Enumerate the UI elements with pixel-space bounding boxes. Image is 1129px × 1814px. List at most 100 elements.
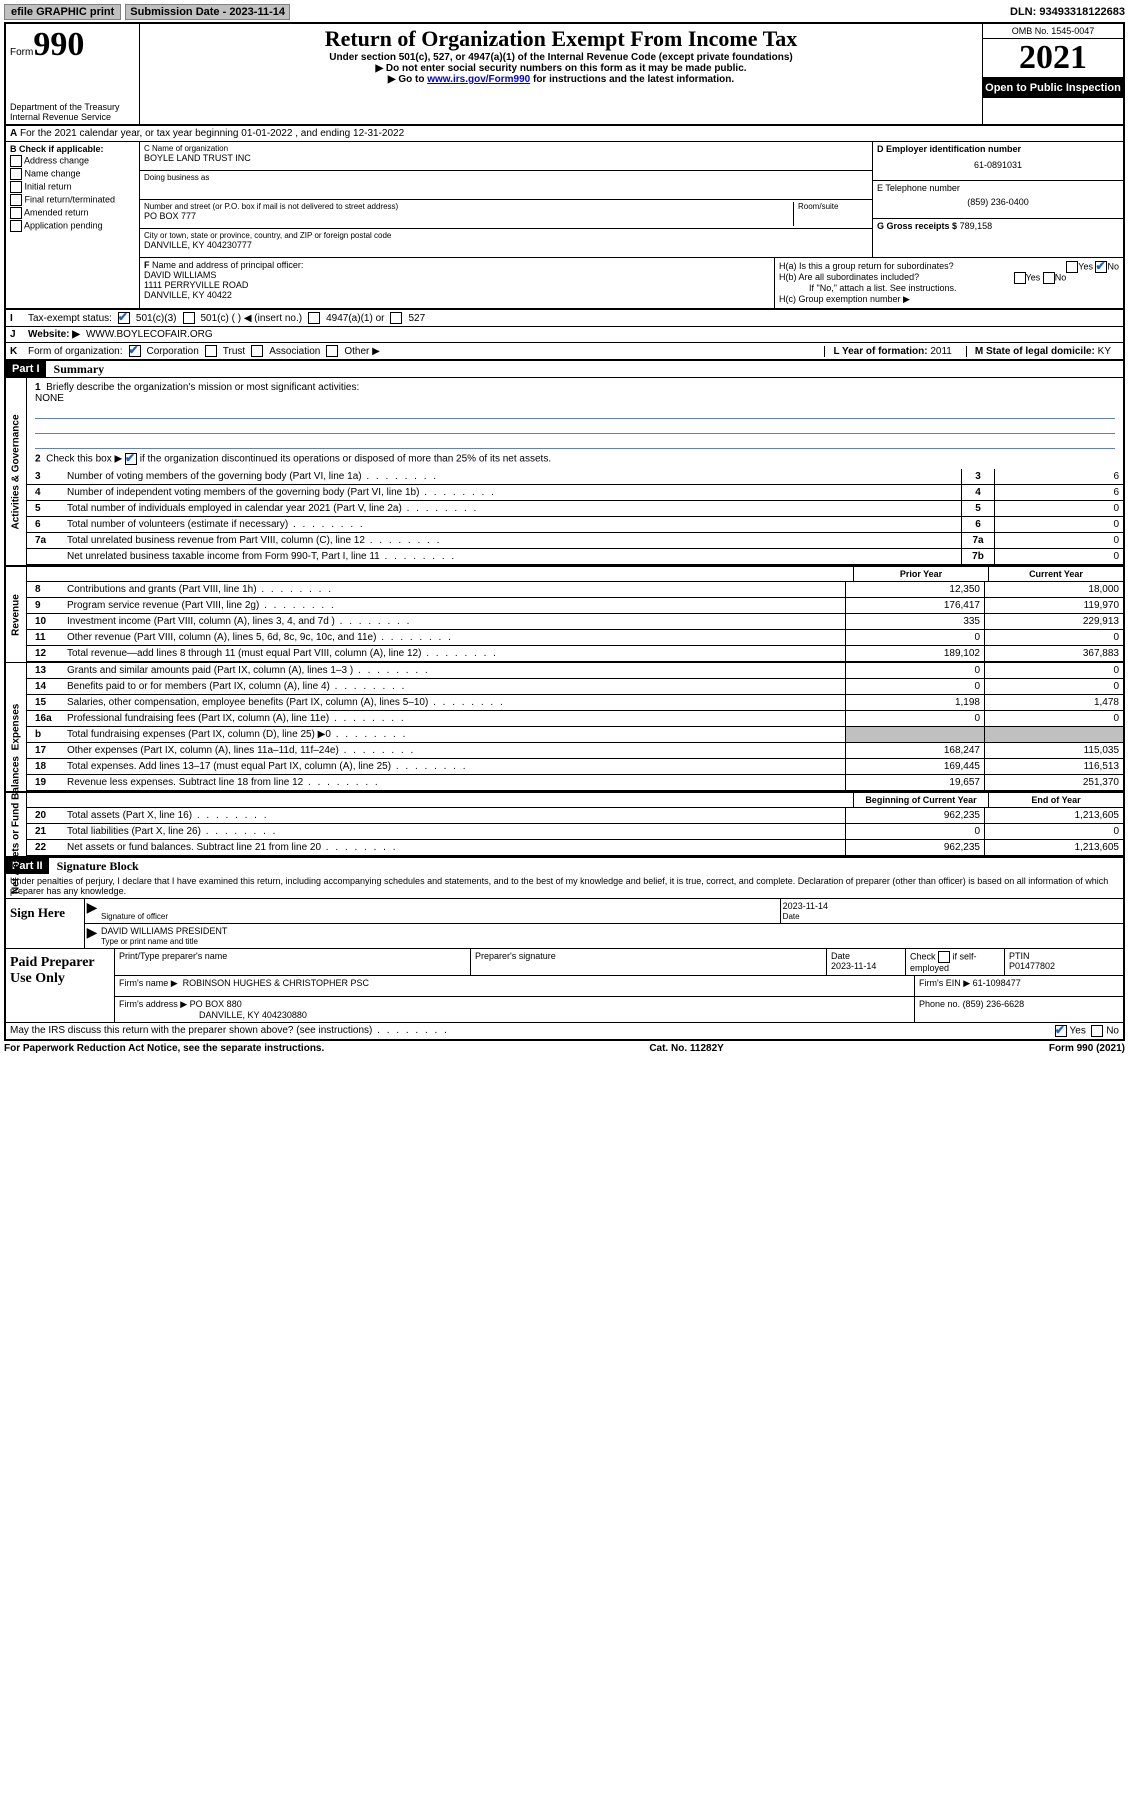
- firm-name: Firm's name ▶ ROBINSON HUGHES & CHRISTOP…: [115, 976, 915, 996]
- city-value: DANVILLE, KY 404230777: [144, 240, 868, 250]
- efile-button[interactable]: efile GRAPHIC print: [4, 4, 121, 20]
- gross-value: 789,158: [960, 221, 993, 231]
- row-fh: F Name and address of principal officer:…: [140, 258, 1123, 308]
- l-value: 2011: [930, 346, 952, 357]
- net-assets-section: Net Assets or Fund Balances Beginning of…: [6, 791, 1123, 856]
- addr-cell: Number and street (or P.O. box if mail i…: [140, 200, 872, 229]
- summary-line: 6Total number of volunteers (estimate if…: [27, 517, 1123, 533]
- prep-sig-label: Preparer's signature: [471, 949, 827, 975]
- chk-527[interactable]: [390, 312, 402, 324]
- net-line: 20Total assets (Part X, line 16)962,2351…: [27, 808, 1123, 824]
- discuss-row: May the IRS discuss this return with the…: [6, 1022, 1123, 1039]
- opt-other: Other ▶: [344, 346, 379, 357]
- q2-post: if the organization discontinued its ope…: [140, 454, 551, 465]
- activities-section: Activities & Governance 1 Briefly descri…: [6, 377, 1123, 565]
- prep-ptin: PTINP01477802: [1005, 949, 1123, 975]
- omb-number: OMB No. 1545-0047: [983, 24, 1123, 39]
- chk-application[interactable]: Application pending: [10, 220, 135, 232]
- part1-title: Summary: [46, 362, 105, 377]
- firm-phone: Phone no. (859) 236-6628: [915, 997, 1123, 1022]
- form-subtitle-1: Under section 501(c), 527, or 4947(a)(1)…: [144, 52, 978, 63]
- q2-num: 2: [35, 454, 41, 465]
- org-name: BOYLE LAND TRUST INC: [144, 153, 868, 163]
- chk-501c[interactable]: [183, 312, 195, 324]
- chk-name-change[interactable]: Name change: [10, 168, 135, 180]
- chk-label: Final return/terminated: [25, 194, 116, 204]
- ein-label: D Employer identification number: [877, 144, 1119, 154]
- form-subtitle-3: ▶ Go to www.irs.gov/Form990 for instruct…: [144, 74, 978, 85]
- expense-line: 14Benefits paid to or for members (Part …: [27, 679, 1123, 695]
- chk-discuss-yes[interactable]: [1055, 1025, 1067, 1037]
- chk-assoc[interactable]: [251, 345, 263, 357]
- chk-corp[interactable]: [129, 345, 141, 357]
- sig-disclaimer: Under penalties of perjury, I declare th…: [6, 874, 1123, 898]
- arrow-icon: ▶: [85, 924, 99, 948]
- prior-year-header: Prior Year: [853, 567, 988, 581]
- bottom-note: For Paperwork Reduction Act Notice, see …: [4, 1041, 1125, 1056]
- opt-501c3: 501(c)(3): [136, 313, 177, 324]
- chk-amended[interactable]: Amended return: [10, 207, 135, 219]
- sig-date: 2023-11-14: [783, 901, 1121, 911]
- chk-label: Name change: [25, 168, 81, 178]
- phone-value: (859) 236-0400: [877, 197, 1119, 207]
- vlabel-revenue: Revenue: [6, 567, 27, 662]
- chk-label: Application pending: [24, 220, 103, 230]
- q1-num: 1: [35, 382, 41, 393]
- opt-501c: 501(c) ( ) ◀ (insert no.): [201, 313, 303, 324]
- paperwork-notice: For Paperwork Reduction Act Notice, see …: [4, 1043, 324, 1054]
- cat-no: Cat. No. 11282Y: [649, 1043, 723, 1054]
- m-value: KY: [1098, 346, 1111, 357]
- q2-block: 2 Check this box ▶ if the organization d…: [27, 453, 1123, 469]
- net-line: 22Net assets or fund balances. Subtract …: [27, 840, 1123, 856]
- officer-addr2: DANVILLE, KY 40422: [144, 290, 232, 300]
- irs-label: Internal Revenue Service: [10, 112, 135, 122]
- section-bc: B Check if applicable: Address change Na…: [6, 142, 1123, 309]
- dba-label: Doing business as: [144, 173, 868, 182]
- room-label: Room/suite: [798, 202, 868, 211]
- q1-text: Briefly describe the organization's miss…: [46, 382, 359, 393]
- revenue-line: 9Program service revenue (Part VIII, lin…: [27, 598, 1123, 614]
- summary-line: Net unrelated business taxable income fr…: [27, 549, 1123, 565]
- sign-here-row: Sign Here ▶ Signature of officer 2023-11…: [6, 898, 1123, 948]
- no-label: No: [1055, 272, 1067, 282]
- expense-line: 17Other expenses (Part IX, column (A), l…: [27, 743, 1123, 759]
- irs-link[interactable]: www.irs.gov/Form990: [427, 74, 530, 85]
- city-label: City or town, state or province, country…: [144, 231, 868, 240]
- summary-line: 4Number of independent voting members of…: [27, 485, 1123, 501]
- col-h: H(a) Is this a group return for subordin…: [775, 258, 1123, 308]
- chk-other[interactable]: [326, 345, 338, 357]
- preparer-section: Paid Preparer Use Only Print/Type prepar…: [6, 948, 1123, 1022]
- prep-name-label: Print/Type preparer's name: [115, 949, 471, 975]
- col-c: C Name of organization BOYLE LAND TRUST …: [140, 142, 873, 257]
- chk-label: Amended return: [24, 207, 89, 217]
- current-year-header: Current Year: [988, 567, 1123, 581]
- chk-trust[interactable]: [205, 345, 217, 357]
- form-prefix: Form: [10, 47, 33, 58]
- chk-501c3[interactable]: [118, 312, 130, 324]
- chk-discontinued[interactable]: [125, 453, 137, 465]
- firm-addr: Firm's address ▶ PO BOX 880DANVILLE, KY …: [115, 997, 915, 1022]
- tax-year: 2021: [983, 39, 1123, 78]
- row-i: I Tax-exempt status: 501(c)(3) 501(c) ( …: [6, 309, 1123, 326]
- k-label: K: [10, 346, 22, 357]
- chk-address-change[interactable]: Address change: [10, 155, 135, 167]
- chk-discuss-no[interactable]: [1091, 1025, 1103, 1037]
- sig-officer-label: Signature of officer: [101, 912, 778, 921]
- expense-line: 16aProfessional fundraising fees (Part I…: [27, 711, 1123, 727]
- chk-initial-return[interactable]: Initial return: [10, 181, 135, 193]
- chk-final-return[interactable]: Final return/terminated: [10, 194, 135, 206]
- public-inspection: Open to Public Inspection: [983, 78, 1123, 98]
- hb-text: H(b) Are all subordinates included?: [779, 272, 919, 282]
- discuss-no: No: [1106, 1026, 1119, 1037]
- col-f: F Name and address of principal officer:…: [140, 258, 775, 308]
- vlabel-net: Net Assets or Fund Balances: [6, 793, 27, 856]
- form-title: Return of Organization Exempt From Incom…: [144, 26, 978, 52]
- chk-4947[interactable]: [308, 312, 320, 324]
- k-text: Form of organization:: [28, 346, 123, 357]
- website-value: WWW.BOYLECOFAIR.ORG: [86, 329, 213, 340]
- row-a: A For the 2021 calendar year, or tax yea…: [6, 126, 1123, 142]
- discuss-text: May the IRS discuss this return with the…: [10, 1025, 449, 1037]
- officer-typed-name: DAVID WILLIAMS PRESIDENT: [101, 926, 1121, 936]
- dept-treasury: Department of the Treasury: [10, 102, 135, 112]
- form-number: 990: [33, 26, 84, 63]
